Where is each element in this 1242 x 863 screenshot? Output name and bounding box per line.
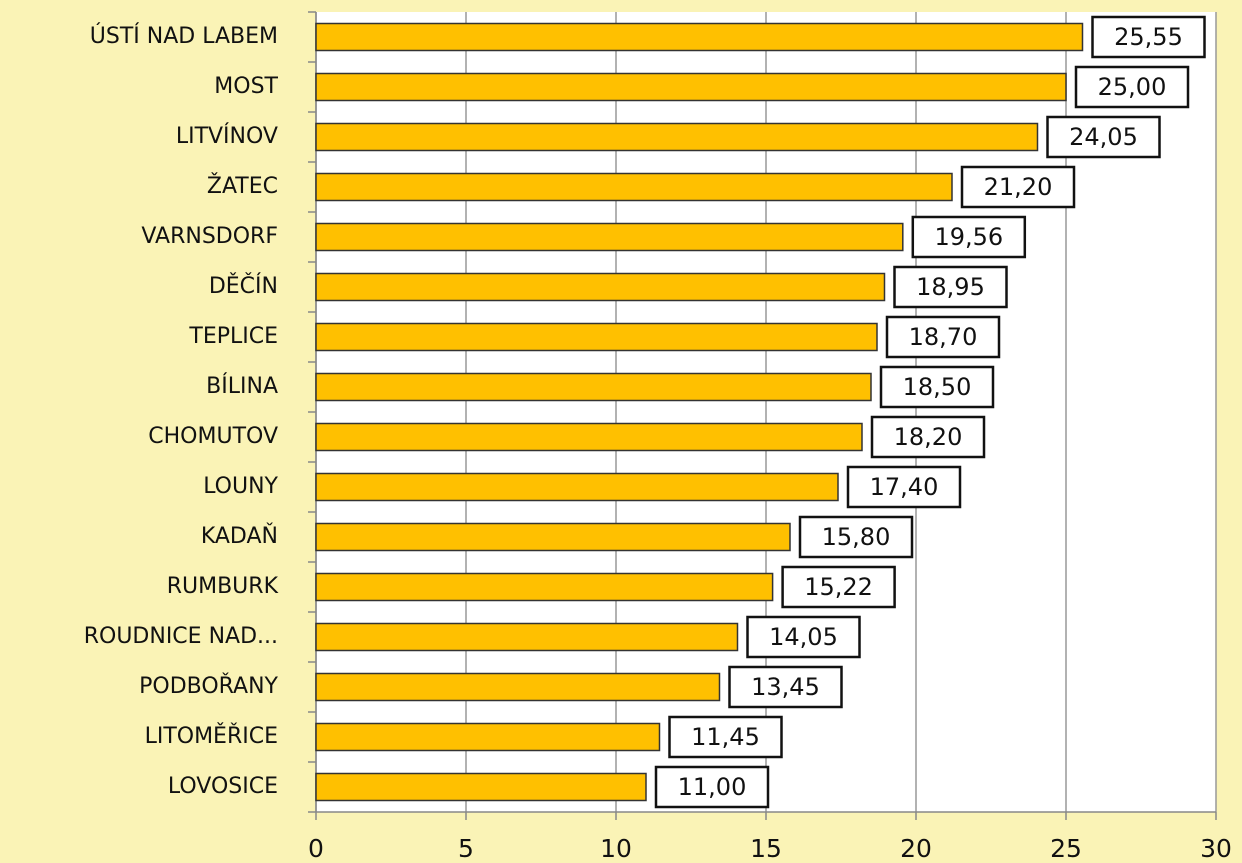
data-label: 18,50 (903, 373, 972, 401)
data-label-box (893, 265, 1008, 309)
data-label: 18,20 (894, 423, 963, 451)
data-label-box (1046, 115, 1161, 159)
bar (315, 222, 904, 252)
bar (315, 422, 863, 452)
bar (315, 172, 953, 202)
data-label: 15,22 (804, 573, 873, 601)
bar (315, 472, 839, 502)
data-label: 25,00 (1098, 73, 1167, 101)
data-label-box (846, 465, 962, 509)
data-label-box (746, 615, 861, 659)
bar (315, 22, 1084, 52)
bar (315, 122, 1039, 152)
x-tick-label: 10 (600, 834, 632, 863)
x-tick-label: 15 (750, 834, 782, 863)
y-tick-label: ÚSTÍ NAD LABEM (90, 23, 278, 49)
data-label: 25,55 (1114, 23, 1183, 51)
bar (315, 522, 791, 552)
data-label: 19,56 (934, 223, 1003, 251)
bar (315, 722, 661, 752)
y-tick-label: LOVOSICE (168, 774, 278, 799)
data-label-box (728, 665, 843, 709)
data-label: 15,80 (822, 523, 891, 551)
data-label-box (654, 765, 770, 809)
data-label-box (1091, 15, 1206, 59)
bar (315, 672, 721, 702)
x-tick-label: 0 (308, 834, 324, 863)
data-label-box (668, 715, 783, 759)
data-label: 21,20 (984, 173, 1053, 201)
data-label-box (1074, 65, 1190, 109)
data-label-box (960, 165, 1076, 209)
data-label: 24,05 (1069, 123, 1138, 151)
y-tick-label: ŽATEC (207, 173, 278, 199)
x-tick-label: 25 (1050, 834, 1082, 863)
y-tick-label: ROUDNICE NAD... (84, 624, 278, 649)
data-label-box (879, 365, 995, 409)
bar (315, 622, 739, 652)
bar (315, 572, 774, 602)
data-label: 14,05 (769, 623, 838, 651)
data-label: 18,70 (909, 323, 978, 351)
x-tick-label: 30 (1200, 834, 1232, 863)
y-tick-label: CHOMUTOV (148, 424, 278, 449)
x-tick-label: 5 (458, 834, 474, 863)
bar (315, 272, 886, 302)
data-label: 11,00 (678, 773, 747, 801)
x-tick-label: 20 (900, 834, 932, 863)
bar (315, 72, 1067, 102)
data-label-box (781, 565, 896, 609)
y-tick-label: LOUNY (203, 474, 278, 499)
data-label-box (798, 515, 914, 559)
data-label-box (870, 415, 986, 459)
y-tick-label: MOST (214, 74, 278, 99)
data-label: 18,95 (916, 273, 985, 301)
bar (315, 772, 647, 802)
y-tick-label: TEPLICE (188, 324, 278, 349)
y-tick-label: LITOMĚŘICE (145, 723, 278, 749)
data-label-box (885, 315, 1001, 359)
data-label: 11,45 (691, 723, 760, 751)
y-tick-label: BÍLINA (206, 373, 278, 399)
data-label-box (911, 215, 1027, 259)
bar (315, 322, 878, 352)
y-tick-label: DĚČÍN (209, 273, 278, 299)
bar (315, 372, 872, 402)
data-label: 13,45 (751, 673, 820, 701)
y-tick-label: KADAŇ (201, 523, 278, 549)
y-tick-label: RUMBURK (167, 574, 279, 599)
y-tick-label: PODBOŘANY (139, 673, 278, 699)
y-tick-label: VARNSDORF (141, 224, 278, 249)
data-label: 17,40 (870, 473, 939, 501)
y-tick-label: LITVÍNOV (176, 123, 278, 149)
